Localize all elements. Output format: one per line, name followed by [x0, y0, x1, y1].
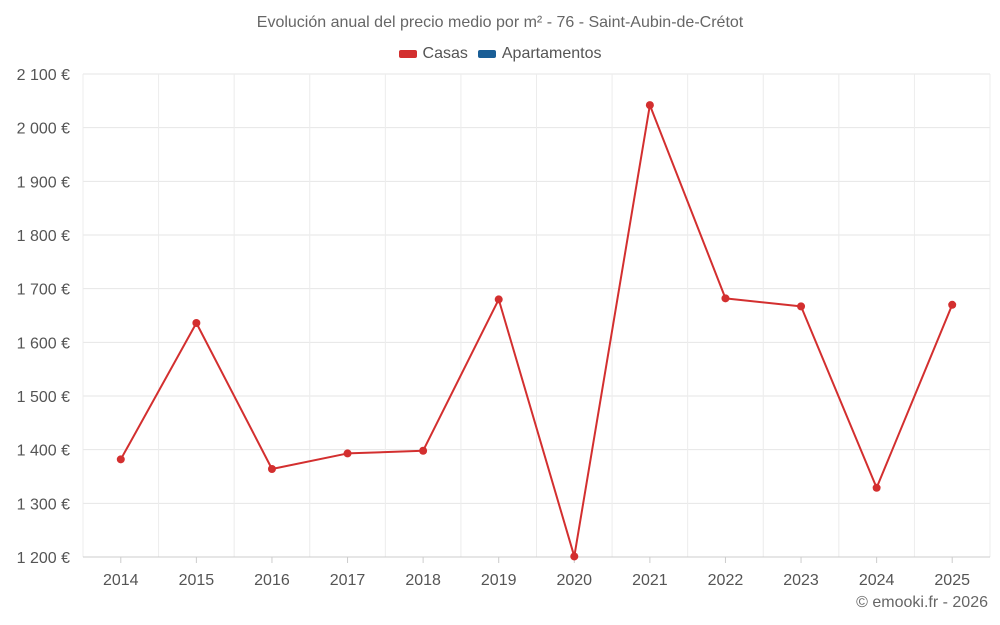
data-point — [419, 446, 428, 455]
legend-swatch-casas — [398, 50, 417, 58]
data-point — [948, 300, 957, 309]
y-tick-label: 1 900 € — [17, 174, 70, 191]
y-tick-label: 2 000 € — [17, 121, 70, 138]
y-tick-label: 1 700 € — [17, 282, 70, 299]
legend-label-casas: Casas — [422, 45, 468, 62]
data-point — [645, 101, 654, 110]
legend-item-apartamentos[interactable]: Apartamentos — [477, 45, 602, 63]
legend-swatch-apartamentos — [477, 50, 496, 58]
x-tick-label: 2018 — [405, 572, 441, 589]
y-tick-label: 1 400 € — [17, 443, 70, 460]
copyright-credit: © emooki.fr - 2026 — [856, 594, 988, 611]
data-point — [267, 464, 276, 473]
y-tick-label: 1 300 € — [17, 496, 70, 513]
x-tick-label: 2022 — [708, 572, 744, 589]
x-tick-label: 2024 — [859, 572, 895, 589]
data-point — [570, 552, 579, 561]
x-tick-label: 2021 — [632, 572, 668, 589]
y-tick-label: 2 100 € — [17, 67, 70, 84]
data-point — [192, 319, 201, 328]
y-tick-label: 1 200 € — [17, 550, 70, 567]
data-point — [721, 294, 730, 303]
x-tick-label: 2015 — [179, 572, 215, 589]
x-tick-label: 2017 — [330, 572, 366, 589]
data-point — [116, 455, 125, 464]
x-tick-label: 2016 — [254, 572, 290, 589]
x-tick-label: 2019 — [481, 572, 517, 589]
data-point — [872, 483, 881, 492]
legend-label-apartamentos: Apartamentos — [501, 45, 602, 62]
x-tick-label: 2023 — [783, 572, 819, 589]
data-point — [797, 302, 806, 311]
y-tick-label: 1 800 € — [17, 228, 70, 245]
chart-legend: Casas Apartamentos — [0, 45, 1000, 63]
data-point — [343, 449, 352, 458]
x-tick-label: 2025 — [934, 572, 970, 589]
data-point — [494, 295, 503, 304]
x-tick-label: 2020 — [556, 572, 592, 589]
y-tick-label: 1 600 € — [17, 335, 70, 352]
chart-title: Evolución anual del precio medio por m² … — [256, 14, 744, 31]
series-line-casas — [119, 104, 954, 558]
x-tick-label: 2014 — [103, 572, 139, 589]
legend-item-casas[interactable]: Casas — [398, 45, 468, 63]
y-tick-label: 1 500 € — [17, 389, 70, 406]
